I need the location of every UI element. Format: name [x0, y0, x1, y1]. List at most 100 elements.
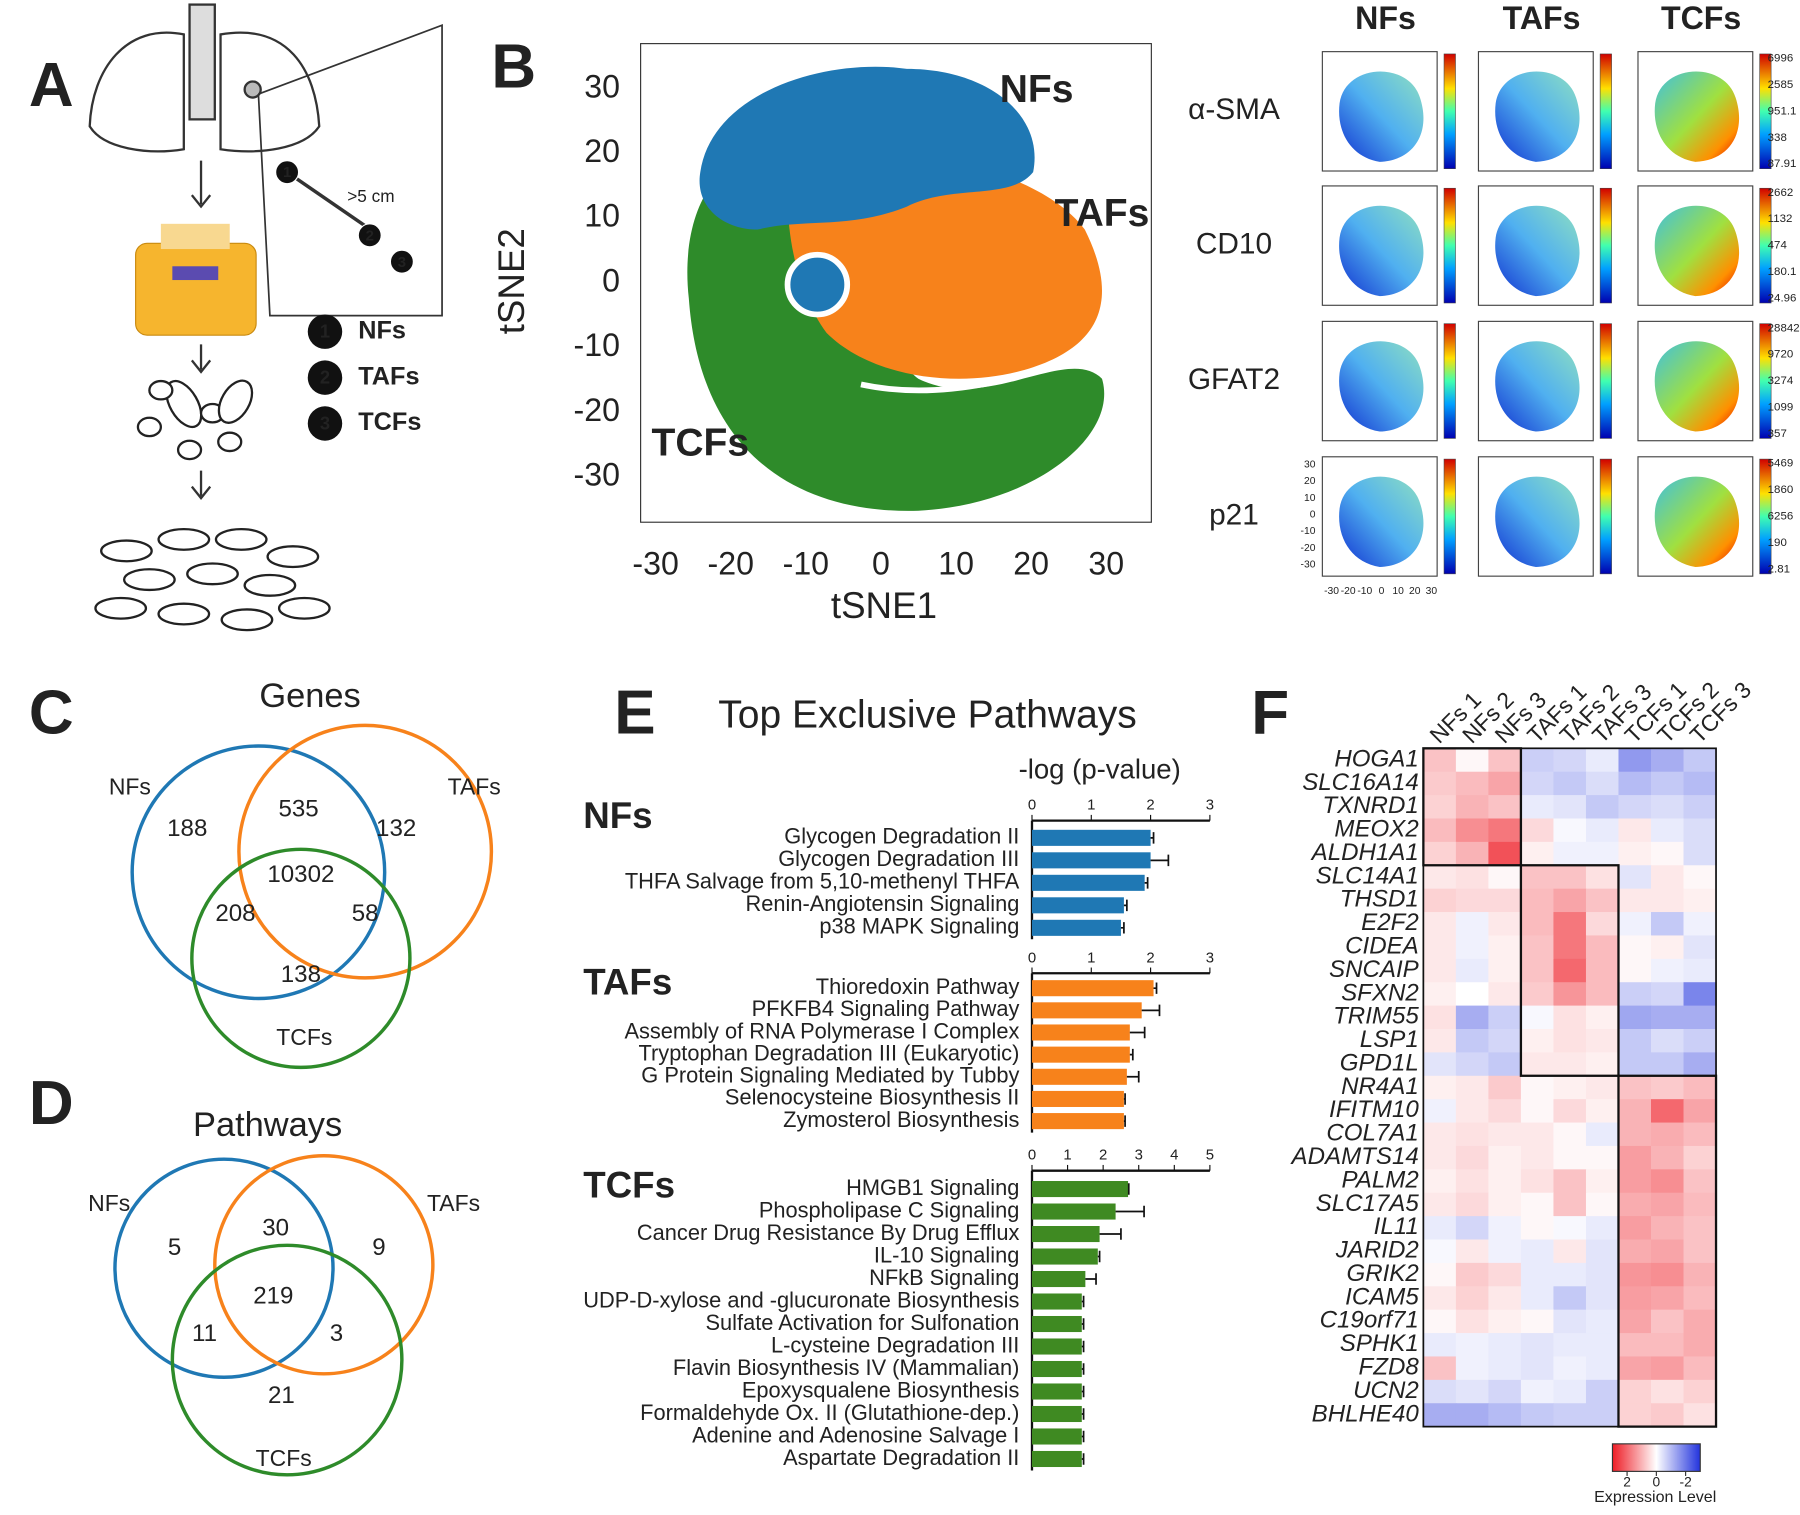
- venn-count: 5: [168, 1234, 181, 1261]
- heatmap-cell: [1650, 1028, 1685, 1053]
- heatmap-cell: [1683, 958, 1717, 983]
- panel-label: F: [1251, 679, 1289, 748]
- x-tick-label: -30: [632, 545, 678, 581]
- heatmap-cell: [1488, 1122, 1522, 1147]
- category-label: Assembly of RNA Polymerase I Complex: [624, 1018, 1019, 1043]
- x-tick-label: 30: [1088, 545, 1124, 581]
- heatmap-cell: [1520, 1286, 1555, 1311]
- colorbar-label: 6996: [1768, 53, 1794, 65]
- category-label: Renin-Angiotensin Signaling: [746, 891, 1020, 916]
- venn-set: [130, 744, 387, 1001]
- heatmap-cell: [1683, 795, 1717, 820]
- heatmap-cell: [1650, 1379, 1685, 1404]
- heatmap-cell: [1488, 1216, 1522, 1241]
- heatmap-cell: [1455, 748, 1489, 773]
- heatmap-cell: [1488, 982, 1522, 1007]
- panel-label: B: [491, 33, 536, 102]
- heatmap-cell: [1423, 1052, 1457, 1077]
- heatmap-cell: [1423, 818, 1457, 843]
- row-label: SLC14A1: [1316, 862, 1419, 889]
- heatmap-cell: [1488, 1075, 1522, 1100]
- cluster-box: [1422, 747, 1523, 867]
- error-bar: [1123, 1115, 1126, 1127]
- heatmap-cell: [1585, 1403, 1620, 1428]
- heatmap-cell: [1455, 1239, 1489, 1264]
- row-label: UCN2: [1353, 1377, 1419, 1404]
- cluster-region: [699, 66, 1035, 230]
- x-tick-label: 20: [1013, 545, 1049, 581]
- heatmap-cell: [1553, 1262, 1587, 1287]
- panel-label: E: [614, 679, 655, 748]
- heatmap-cell: [1585, 888, 1620, 913]
- cluster-label: TCFs: [652, 422, 750, 465]
- error-bar: [1141, 1004, 1161, 1017]
- bar: [1031, 852, 1151, 869]
- heatmap-cell: [1650, 912, 1685, 937]
- heatmap-cell: [1618, 1379, 1652, 1404]
- heatmap-cell: [1553, 1122, 1587, 1147]
- map-y-tick: 0: [1310, 509, 1316, 520]
- error-bar: [1081, 1295, 1085, 1308]
- category-label: PFKFB4 Signaling Pathway: [752, 996, 1020, 1021]
- legend-number: 3: [320, 413, 330, 434]
- heatmap-cell: [1618, 935, 1652, 960]
- map-column-header: NFs: [1355, 0, 1416, 36]
- heatmap-cell: [1423, 1099, 1457, 1124]
- row-label: GPD1L: [1340, 1049, 1419, 1076]
- map-blob: [1495, 476, 1580, 567]
- heatmap-cell: [1553, 1075, 1587, 1100]
- map-colorbar: [1599, 323, 1612, 439]
- error-bar: [1123, 899, 1128, 912]
- heatmap-cell: [1618, 1075, 1652, 1100]
- venn-set-label: TAFs: [448, 774, 501, 800]
- map-colorbar: [1599, 53, 1612, 170]
- colorbar-label: 87.91: [1768, 158, 1797, 170]
- row-label: MEOX2: [1334, 816, 1419, 843]
- heatmap-cell: [1423, 982, 1457, 1007]
- map-colorbar: [1443, 323, 1456, 439]
- heatmap-cell: [1585, 1145, 1620, 1170]
- colorbar-label: 357: [1768, 428, 1787, 440]
- heatmap-cell: [1520, 1122, 1555, 1147]
- heatmap-cell: [1520, 958, 1555, 983]
- map-blob: [1495, 71, 1580, 162]
- row-label: E2F2: [1361, 909, 1419, 936]
- heatmap-cell: [1618, 1169, 1652, 1194]
- bar: [1031, 1360, 1082, 1378]
- heatmap-cell: [1423, 1239, 1457, 1264]
- venn-title: Pathways: [193, 1106, 342, 1144]
- heatmap-cell: [1423, 888, 1457, 913]
- venn-count: 208: [215, 900, 255, 927]
- colorbar-label: 474: [1768, 240, 1788, 252]
- heatmap-cell: [1520, 1262, 1555, 1287]
- heatmap-cell: [1553, 935, 1587, 960]
- heatmap-cell: [1455, 1262, 1489, 1287]
- category-label: Aspartate Degradation II: [783, 1445, 1019, 1470]
- heatmap-cell: [1488, 1309, 1522, 1334]
- heatmap-cell: [1618, 1028, 1652, 1053]
- heatmap-cell: [1423, 1192, 1457, 1217]
- map-y-tick: -20: [1301, 543, 1316, 554]
- heatmap-cell: [1423, 1333, 1457, 1358]
- bar: [1031, 1068, 1127, 1085]
- x-tick-label: -20: [708, 545, 754, 581]
- heatmap-cell: [1520, 1145, 1555, 1170]
- heatmap-cell: [1683, 748, 1717, 773]
- colorbar-tick-label: 0: [1653, 1475, 1661, 1490]
- venn-count: 10302: [267, 861, 334, 888]
- heatmap-cell: [1455, 795, 1489, 820]
- row-label: IFITM10: [1329, 1096, 1419, 1123]
- heatmap-cell: [1618, 1099, 1652, 1124]
- map-blob: [1654, 71, 1740, 162]
- heatmap-cell: [1455, 1145, 1489, 1170]
- legend-dot: [307, 406, 343, 441]
- heatmap-cell: [1618, 958, 1652, 983]
- group-title: TAFs: [583, 961, 672, 1002]
- legend-number: 1: [320, 321, 330, 342]
- heatmap-cell: [1553, 1309, 1587, 1334]
- map-colorbar: [1599, 458, 1612, 575]
- heatmap-cell: [1520, 795, 1555, 820]
- heatmap-cell: [1553, 748, 1587, 773]
- heatmap-cell: [1553, 1192, 1587, 1217]
- x-tick-label: 4: [1170, 1147, 1178, 1164]
